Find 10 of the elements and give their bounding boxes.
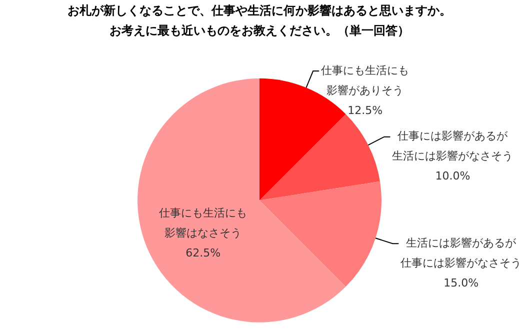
data-label: 12.5% xyxy=(348,104,383,117)
chart-subtitle: お考えに最も近いものをお教えください。（単一回答） xyxy=(110,24,410,38)
data-label: 62.5% xyxy=(186,246,221,260)
slice-label: 仕事にも生活にも影響はなさそう xyxy=(159,206,248,240)
slice-label: 生活には影響があるが仕事には影響がなさそう xyxy=(400,236,519,270)
data-label: 15.0% xyxy=(444,276,479,290)
slice-label: 仕事には影響があるが生活には影響がなさそう xyxy=(392,130,514,163)
slice-label: 仕事にも生活にも影響がありそう xyxy=(321,64,410,97)
data-label: 10.0% xyxy=(435,170,470,183)
chart-title: お札が新しくなることで、仕事や生活に何か影響はあると思いますか。 xyxy=(68,3,452,18)
